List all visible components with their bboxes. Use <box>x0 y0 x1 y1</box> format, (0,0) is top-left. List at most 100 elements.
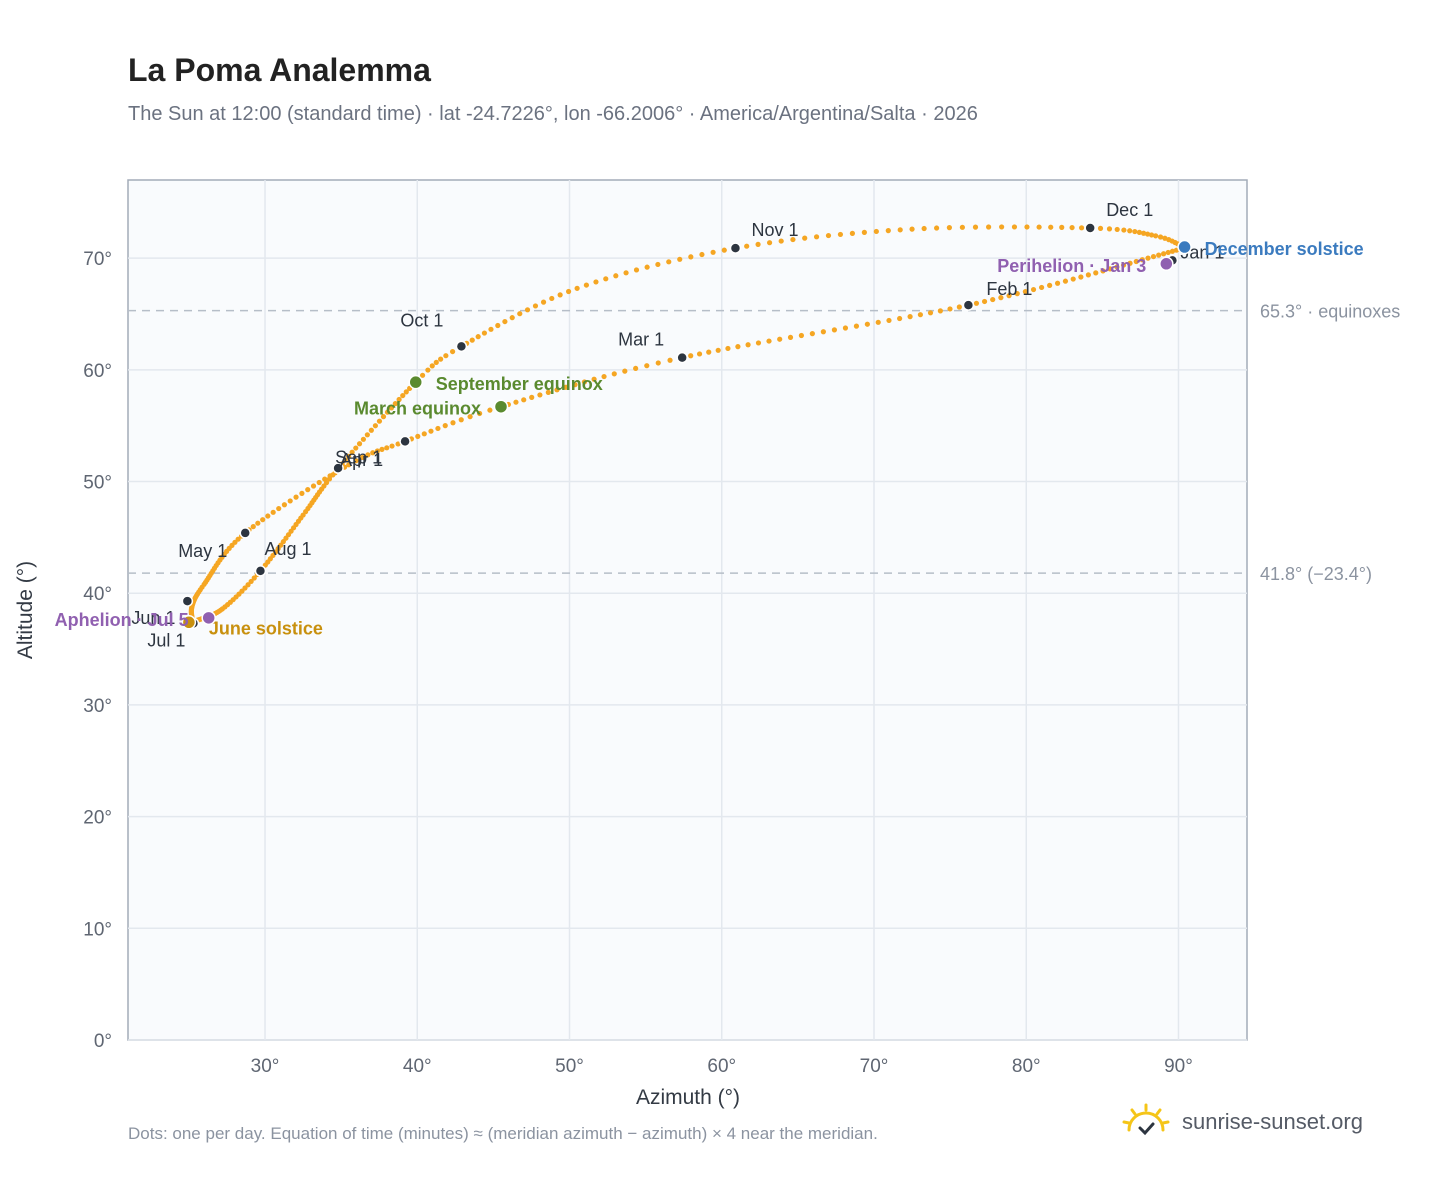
day-dot <box>316 479 322 486</box>
day-dot <box>842 325 849 331</box>
day-dot <box>1078 274 1084 280</box>
event-markers: March equinox September equinox June solst… <box>55 239 1364 638</box>
day-dot <box>897 315 903 322</box>
plot-area <box>127 179 1248 1041</box>
day-dot <box>644 363 650 369</box>
y-tick-label: 50° <box>83 473 112 494</box>
day-dot <box>574 285 580 291</box>
y-tick-label: 70° <box>83 249 112 270</box>
day-dot <box>1169 248 1176 254</box>
day-dot <box>809 331 815 337</box>
day-dot <box>469 337 475 343</box>
day-dot <box>715 347 721 353</box>
day-dot <box>1132 228 1138 235</box>
day-dot <box>766 338 772 344</box>
day-dot <box>825 232 832 239</box>
day-dot <box>998 295 1004 301</box>
x-tick-label: 70° <box>860 1056 889 1077</box>
day-dot <box>1148 232 1155 238</box>
month-marker <box>332 462 344 474</box>
day-dot <box>435 425 441 432</box>
day-dot <box>326 476 333 482</box>
day-dot <box>633 365 639 372</box>
x-axis-label: Azimuth (°) <box>636 1086 740 1109</box>
day-dot <box>1093 270 1099 276</box>
day-dot <box>581 379 588 385</box>
day-dot <box>442 423 448 429</box>
day-dot <box>396 396 402 403</box>
day-dot <box>591 376 597 382</box>
month-marker-label: Feb 1 <box>986 279 1032 299</box>
day-dot <box>299 490 305 496</box>
y-tick-label: 30° <box>83 696 112 717</box>
day-dot <box>380 414 387 420</box>
y-axis-label: Altitude (°) <box>14 561 37 659</box>
day-dot <box>937 308 943 314</box>
day-dot <box>696 351 703 357</box>
day-dot <box>428 428 434 434</box>
month-marker-label: Aug 1 <box>264 539 311 559</box>
day-dot <box>495 322 501 329</box>
day-dot <box>481 330 488 336</box>
day-dot <box>1161 251 1167 257</box>
day-dot <box>1106 226 1113 232</box>
day-dot <box>1100 268 1106 274</box>
event-marker <box>493 399 509 414</box>
day-dot <box>475 334 481 340</box>
day-dot <box>934 225 940 231</box>
day-dot <box>745 342 751 348</box>
day-dot <box>537 392 543 398</box>
day-dot <box>710 249 716 255</box>
day-dot <box>379 446 385 452</box>
day-dot <box>400 392 406 399</box>
day-dot <box>242 585 248 591</box>
day-dot <box>419 372 426 378</box>
day-dot <box>778 238 784 244</box>
day-dot <box>990 296 996 303</box>
month-marker <box>181 595 194 607</box>
day-dot <box>360 436 367 442</box>
day-dot <box>921 225 927 232</box>
x-tick-label: 80° <box>1012 1056 1041 1077</box>
day-dot <box>425 367 431 373</box>
chart-title: La Poma Analemma <box>128 52 431 88</box>
day-dot <box>886 317 892 324</box>
day-dot <box>1097 225 1104 231</box>
day-dot <box>1114 264 1120 270</box>
day-dot <box>368 427 374 433</box>
day-dot <box>864 321 870 327</box>
day-dot <box>353 445 359 451</box>
day-dot <box>766 240 773 246</box>
day-dot <box>1150 253 1157 260</box>
month-marker-label: Jun 1 <box>131 608 175 628</box>
day-dot <box>545 389 551 395</box>
day-dot <box>372 423 378 429</box>
day-dot <box>260 517 266 523</box>
day-dot <box>364 432 370 438</box>
event-marker <box>181 615 197 630</box>
day-dot <box>549 295 555 302</box>
day-dot <box>999 224 1005 230</box>
day-dot <box>622 368 628 374</box>
day-dot <box>1156 252 1162 258</box>
day-dot <box>688 353 694 359</box>
day-dot <box>973 300 980 306</box>
day-dot <box>342 457 348 463</box>
brand[interactable]: sunrise-sunset.org <box>1120 1102 1363 1142</box>
day-dot <box>813 234 820 240</box>
day-dot <box>613 273 619 279</box>
day-dot <box>502 318 508 325</box>
day-dot <box>356 441 363 447</box>
day-dot <box>370 450 376 456</box>
month-marker-label: Nov 1 <box>751 220 798 240</box>
day-dot <box>688 254 694 260</box>
day-dot <box>255 520 261 526</box>
day-dot <box>429 363 435 369</box>
day-dot <box>305 487 311 493</box>
day-dot <box>909 226 915 232</box>
day-dot <box>509 315 515 321</box>
day-dot <box>384 445 390 451</box>
day-dot <box>458 417 464 423</box>
day-dot <box>1006 293 1012 299</box>
